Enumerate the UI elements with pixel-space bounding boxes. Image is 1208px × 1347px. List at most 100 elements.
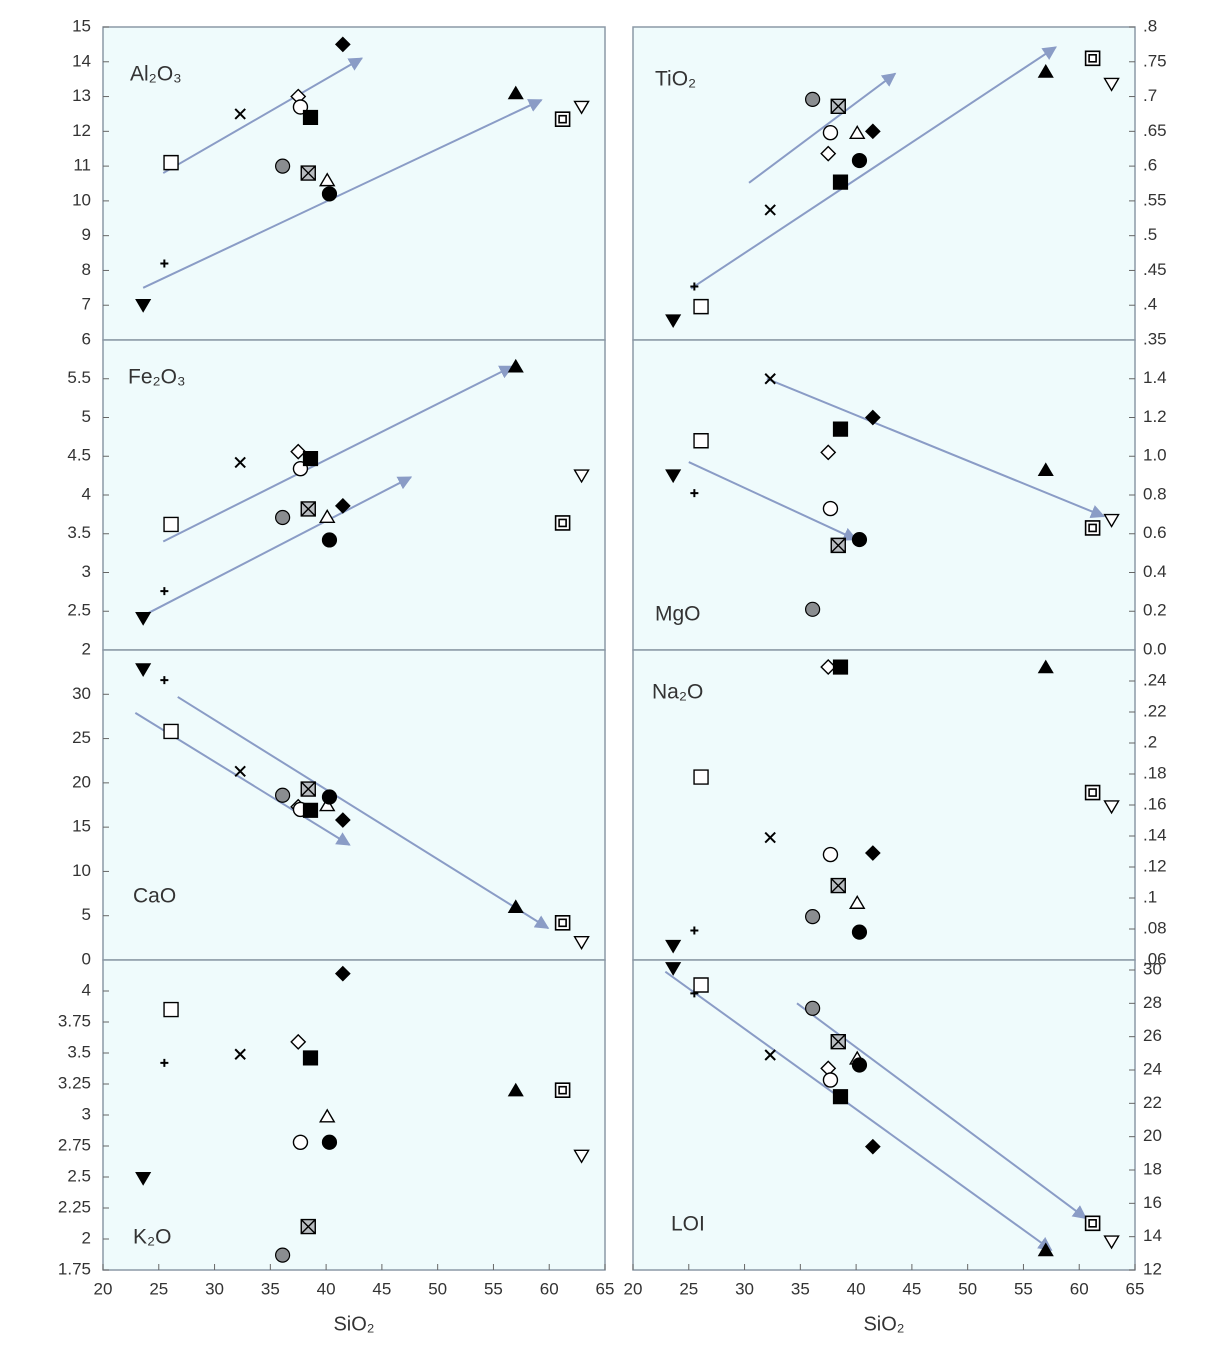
data-point (234, 765, 246, 778)
data-point (290, 1033, 307, 1050)
data-point (163, 1001, 179, 1018)
trend-arrow (162, 365, 514, 543)
panel-title: CaO (133, 885, 176, 908)
data-point (163, 723, 179, 740)
data-point (554, 515, 571, 531)
data-point (300, 1218, 316, 1235)
y-tick-label: 2.5 (67, 1166, 91, 1185)
panel-title: Fe₂O₃ (128, 366, 186, 389)
data-point (822, 846, 839, 863)
data-point (319, 797, 336, 812)
data-point (665, 962, 682, 976)
y-tick-label: 4 (82, 484, 91, 503)
data-point (693, 769, 709, 785)
panel-title: TiO₂ (655, 68, 696, 91)
data-point (234, 1048, 246, 1060)
data-point (163, 516, 179, 533)
data-point (321, 186, 338, 202)
y-tick-label: .55 (1143, 190, 1167, 209)
y-tick-label: .18 (1143, 763, 1167, 782)
data-point (1084, 50, 1101, 67)
y-tick-label: 1.2 (1143, 407, 1167, 426)
y-tick-label: 26 (1143, 1026, 1162, 1045)
data-point (234, 108, 246, 120)
data-point (319, 1108, 336, 1123)
y-tick-label: 7 (82, 295, 91, 314)
data-point (764, 831, 776, 844)
data-point (864, 409, 881, 426)
y-tick-label: 0.4 (1143, 562, 1167, 581)
panel (632, 339, 1136, 651)
panel (102, 959, 606, 1271)
y-tick-label: 15 (72, 817, 91, 836)
data-point (321, 532, 338, 548)
y-tick-label: .22 (1143, 701, 1167, 720)
data-point (135, 299, 152, 313)
y-tick-label: .06 (1143, 949, 1167, 968)
data-point (1037, 462, 1054, 477)
y-tick-label: 13 (72, 86, 91, 105)
y-tick-label: 14 (72, 51, 91, 70)
x-tick-label: 40 (847, 1279, 866, 1298)
panel-title: Al₂O₃ (130, 63, 182, 86)
y-tick-label: 12 (1143, 1259, 1162, 1278)
data-point (764, 1049, 776, 1061)
data-point (334, 36, 351, 53)
data-point (302, 802, 319, 818)
y-tick-label: 6 (82, 329, 91, 348)
x-tick-label: 55 (484, 1279, 503, 1298)
data-point (160, 259, 169, 268)
data-point (573, 1149, 590, 1164)
data-point (864, 123, 881, 140)
x-tick-label: 40 (317, 1279, 336, 1298)
panel (632, 26, 1136, 341)
data-point (554, 915, 571, 931)
y-tick-label: 9 (82, 225, 91, 244)
y-tick-label: .1 (1143, 887, 1157, 906)
data-point (300, 165, 316, 181)
x-axis-label: SiO₂ (333, 1313, 374, 1335)
y-tick-label: .4 (1143, 295, 1157, 314)
data-point (849, 894, 866, 909)
y-tick-label: 5 (82, 407, 91, 426)
y-tick-label: 2.75 (58, 1135, 91, 1154)
data-point (693, 298, 709, 315)
data-point (1037, 64, 1054, 78)
y-tick-label: 24 (1143, 1059, 1162, 1078)
y-tick-label: .7 (1143, 86, 1157, 105)
data-point (805, 601, 821, 617)
y-tick-label: 2 (82, 639, 91, 658)
data-point (300, 781, 316, 797)
data-point (832, 174, 849, 190)
y-tick-label: .75 (1143, 51, 1167, 70)
data-point (830, 1033, 846, 1050)
y-tick-label: 1.4 (1143, 368, 1167, 387)
y-tick-label: 0.0 (1143, 639, 1167, 658)
trend-arrow (766, 377, 1106, 519)
x-tick-label: 30 (205, 1279, 224, 1298)
data-point (1037, 659, 1054, 674)
data-point (665, 469, 682, 484)
data-point (693, 977, 709, 993)
data-point (805, 909, 821, 925)
y-tick-label: 10 (72, 861, 91, 880)
trend-arrow (690, 46, 1057, 290)
x-axis-label: SiO₂ (863, 1313, 904, 1335)
y-tick-label: 2.25 (58, 1197, 91, 1216)
data-point (302, 1050, 319, 1066)
y-tick-label: 18 (1143, 1159, 1162, 1178)
data-point (820, 145, 837, 162)
data-point (690, 926, 699, 935)
panel (632, 649, 1136, 961)
panel-title: Na₂O (652, 681, 703, 704)
x-tick-label: 50 (428, 1279, 447, 1298)
y-tick-label: .45 (1143, 260, 1167, 279)
data-point (820, 659, 837, 676)
data-point (851, 1057, 868, 1073)
y-tick-label: .08 (1143, 918, 1167, 937)
y-tick-label: 2 (82, 1228, 91, 1247)
data-point (163, 154, 179, 171)
data-point (292, 1134, 309, 1150)
data-point (334, 965, 351, 982)
